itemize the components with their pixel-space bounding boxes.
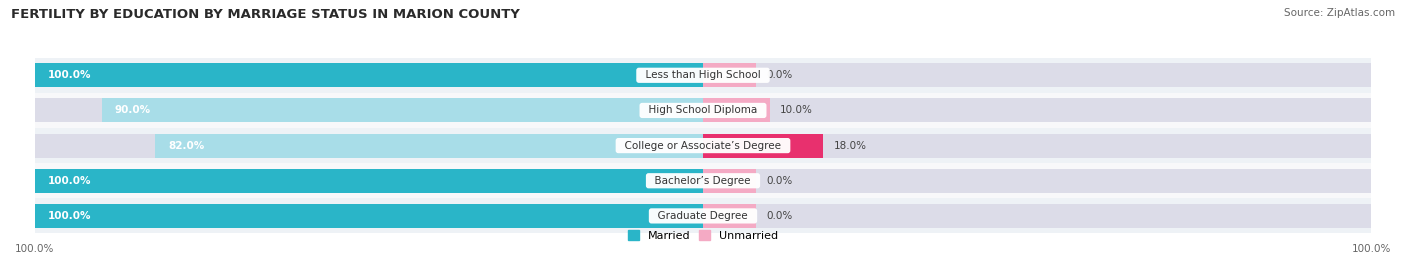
Bar [703, 134, 824, 158]
Text: 0.0%: 0.0% [766, 176, 793, 186]
Bar [35, 128, 1371, 163]
Bar [35, 204, 1371, 228]
Text: 0.0%: 0.0% [766, 70, 793, 80]
Bar [703, 63, 756, 87]
Bar [35, 169, 703, 193]
Bar [155, 134, 703, 158]
Text: 18.0%: 18.0% [834, 141, 866, 151]
Text: Graduate Degree: Graduate Degree [651, 211, 755, 221]
Text: 90.0%: 90.0% [115, 105, 150, 115]
Text: 0.0%: 0.0% [766, 211, 793, 221]
Text: High School Diploma: High School Diploma [643, 105, 763, 115]
Bar [101, 98, 703, 122]
Text: College or Associate’s Degree: College or Associate’s Degree [619, 141, 787, 151]
Text: FERTILITY BY EDUCATION BY MARRIAGE STATUS IN MARION COUNTY: FERTILITY BY EDUCATION BY MARRIAGE STATU… [11, 8, 520, 21]
Text: 82.0%: 82.0% [169, 141, 205, 151]
Text: Source: ZipAtlas.com: Source: ZipAtlas.com [1284, 8, 1395, 18]
Bar [35, 169, 1371, 193]
Bar [35, 98, 1371, 122]
Text: 100.0%: 100.0% [48, 211, 91, 221]
Bar [35, 63, 703, 87]
Bar [35, 163, 1371, 198]
Bar [35, 63, 1371, 87]
Bar [35, 93, 1371, 128]
Bar [35, 204, 703, 228]
Bar [703, 169, 756, 193]
Legend: Married, Unmarried: Married, Unmarried [623, 226, 783, 245]
Bar [35, 198, 1371, 233]
Bar [35, 58, 1371, 93]
Bar [35, 134, 1371, 158]
Text: Bachelor’s Degree: Bachelor’s Degree [648, 176, 758, 186]
Bar [703, 204, 756, 228]
Text: 100.0%: 100.0% [48, 70, 91, 80]
Text: 10.0%: 10.0% [780, 105, 813, 115]
Text: 100.0%: 100.0% [48, 176, 91, 186]
Text: Less than High School: Less than High School [638, 70, 768, 80]
Bar [703, 98, 770, 122]
